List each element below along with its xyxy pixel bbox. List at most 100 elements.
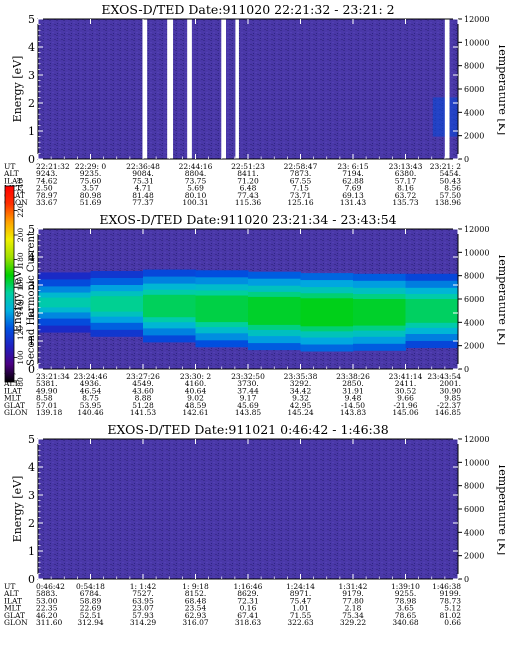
y-tick-label: 2 <box>28 97 35 110</box>
annotation-value: 1:31:42 <box>339 582 368 591</box>
colorbar-tick-label: 160 <box>16 277 25 292</box>
colorbar-label: Second Harmonic Current <box>26 232 37 366</box>
annotation-value: 143.85 <box>235 408 261 417</box>
annotation-value: 81.02 <box>440 611 462 620</box>
annotation-value: 23:38:26 <box>336 372 370 381</box>
spectrogram-background <box>38 439 458 579</box>
temp-tick-label: 6000 <box>464 85 484 94</box>
annotation-value: 2411. <box>395 379 416 388</box>
annotation-value: 8.88 <box>135 394 152 403</box>
y-tick-label: 2 <box>28 517 35 530</box>
data-gap-0 <box>142 19 148 159</box>
y-tick-label: 3 <box>28 489 35 502</box>
annotation-value: 7.69 <box>345 184 362 193</box>
annotation-value: 146.85 <box>435 408 461 417</box>
y-tick-label: 3 <box>28 69 35 82</box>
annotation-value: 34.42 <box>290 386 312 395</box>
annotation-value: 8.75 <box>82 394 99 403</box>
annotation-value: 1: 1:42 <box>130 582 157 591</box>
annotation-value: 140.46 <box>77 408 103 417</box>
annotation-value: 23:24:46 <box>74 372 108 381</box>
annotation-value: 3730. <box>237 379 258 388</box>
panel-2: EXOS-D/TED Date:911020 23:21:34 - 23:43:… <box>3 212 505 417</box>
annotation-value: 141.53 <box>130 408 156 417</box>
annotation-value: 139.18 <box>36 408 62 417</box>
temp-tick-label: 6000 <box>464 295 484 304</box>
annotation-value: 72.31 <box>237 596 258 605</box>
annotation-value: 80.98 <box>80 191 102 200</box>
band-segment-2-4 <box>143 294 196 318</box>
temp-tick-label: 8000 <box>464 62 484 71</box>
temp-tick-label: 2000 <box>464 132 484 141</box>
annotation-value: 2001. <box>440 379 461 388</box>
annotation-value: 314.29 <box>130 618 156 627</box>
colorbar-tick-label: 120 <box>16 326 25 341</box>
annotation-value: 52.51 <box>80 611 101 620</box>
y-tick-label: 1 <box>28 125 35 138</box>
y-tick-label: 5 <box>28 433 35 446</box>
annotation-row-label: GLAT <box>4 191 25 200</box>
annotation-value: 138.96 <box>435 198 461 207</box>
annotation-row-label: GLON <box>4 408 28 417</box>
annotation-value: 62.93 <box>185 611 207 620</box>
annotation-row-label: UT <box>4 582 15 591</box>
y-tick-label: 0 <box>28 153 35 166</box>
colorbar-tick-label: 80 <box>16 377 25 387</box>
annotation-value: 4936. <box>80 379 101 388</box>
annotation-value: 8971. <box>290 589 311 598</box>
y-tick-label: 3 <box>28 279 35 292</box>
temp-axis-label: Temperature [K] <box>496 463 505 555</box>
annotation-value: 22:44:16 <box>179 162 213 171</box>
annotation-value: 9243. <box>36 169 57 178</box>
colorbar-tick-label: 200 <box>16 228 25 243</box>
annotation-value: 57.17 <box>395 176 417 185</box>
annotation-row-label: ILAT <box>4 386 22 395</box>
annotation-value: 78.65 <box>395 611 417 620</box>
data-gap-4 <box>235 19 239 159</box>
annotation-value: 8804. <box>185 169 206 178</box>
annotation-value: 8.58 <box>36 394 53 403</box>
y-tick-label: 4 <box>28 251 35 264</box>
y-tick-label: 0 <box>28 363 35 376</box>
colorbar-scale <box>4 185 15 383</box>
annotation-value: 8629. <box>237 589 258 598</box>
annotation-value: 3.65 <box>397 604 414 613</box>
annotation-value: 22:29: 0 <box>75 162 107 171</box>
annotation-value: 7.15 <box>292 184 309 193</box>
panel-3: EXOS-D/TED Date:911021 0:46:42 - 1:46:38… <box>3 422 505 627</box>
panel-title: EXOS-D/TED Date:911021 0:46:42 - 1:46:38 <box>107 422 388 437</box>
annotation-value: 51.69 <box>80 198 102 207</box>
annotation-value: 51.28 <box>132 401 154 410</box>
annotation-value: 48.59 <box>185 401 207 410</box>
annotation-value: 74.62 <box>36 176 58 185</box>
y-axis-label: Energy [eV] <box>11 476 24 543</box>
annotation-value: 2.18 <box>345 604 362 613</box>
annotation-value: 1: 9:18 <box>182 582 209 591</box>
data-gap-2 <box>187 19 192 159</box>
temp-tick-label: 12000 <box>464 435 489 444</box>
panel-title: EXOS-D/TED Date:911020 22:21:32 - 23:21:… <box>101 2 394 17</box>
colorbar-tick-label: 140 <box>16 301 25 316</box>
temp-tick-label: 2000 <box>464 342 484 351</box>
annotation-value: 67.55 <box>290 176 312 185</box>
annotation-row-label: ILAT <box>4 596 22 605</box>
annotation-value: 57.93 <box>132 611 154 620</box>
annotation-value: 6784. <box>80 589 101 598</box>
annotation-value: 9179. <box>342 589 363 598</box>
annotation-value: 8152. <box>185 589 206 598</box>
temp-tick-label: 6000 <box>464 505 484 514</box>
annotation-value: 46.20 <box>36 611 58 620</box>
annotation-value: 22:36:48 <box>126 162 160 171</box>
annotation-value: 9255. <box>395 589 416 598</box>
annotation-value: 145.06 <box>392 408 418 417</box>
temp-tick-label: 0 <box>464 365 469 374</box>
annotation-value: 23.54 <box>185 604 207 613</box>
annotation-row-label: ALT <box>3 169 19 178</box>
annotation-value: 37.44 <box>237 386 259 395</box>
annotation-value: 23:35:38 <box>284 372 318 381</box>
annotation-value: 0:54:18 <box>76 582 105 591</box>
data-gap-1 <box>167 19 174 159</box>
annotation-value: 8411. <box>237 169 258 178</box>
annotation-value: 50.43 <box>440 176 462 185</box>
